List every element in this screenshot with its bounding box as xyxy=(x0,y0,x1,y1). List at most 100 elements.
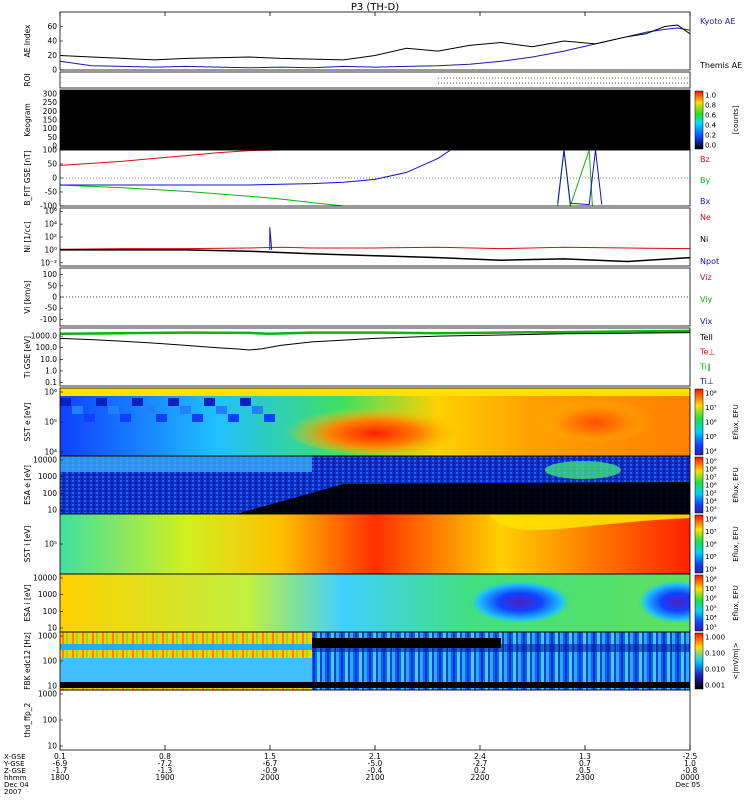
ytick-ae: 20 xyxy=(47,51,57,60)
sst-e-block xyxy=(264,414,275,422)
xtick-z-gse: 0.5 xyxy=(579,766,591,775)
n-ni-line xyxy=(60,249,690,263)
ytick-keogram: 150 xyxy=(43,116,58,125)
esa-e-patch xyxy=(544,461,621,479)
ylabel-ffp: thd_ffp_2 xyxy=(23,702,32,737)
ytick-keogram: 50 xyxy=(47,133,57,142)
ytick-vi: 0 xyxy=(52,293,57,302)
xtick-y-gse: 0.7 xyxy=(579,759,591,768)
xaxis-row-label: Z-GSE xyxy=(4,767,26,775)
colorbar-tick: 1.000 xyxy=(705,634,725,642)
sst-e-block xyxy=(216,406,227,414)
sst-e-block xyxy=(72,406,83,414)
sst-e-block xyxy=(60,398,71,406)
ylabel-sst_i: SST i [eV] xyxy=(23,526,32,563)
colorbar-tick: 10⁴ xyxy=(705,498,717,506)
colorbar-tick: 10³ xyxy=(705,506,717,514)
xtick-z-gse: -0.4 xyxy=(368,766,383,775)
b-bz-line xyxy=(60,150,281,166)
ytick-ni: 10⁰ xyxy=(44,245,57,254)
xtick-time: 1800 xyxy=(50,773,69,782)
sst-e-block xyxy=(180,406,191,414)
ytick-esa_e: 100 xyxy=(43,489,58,498)
colorbar-tick: 0.6 xyxy=(705,112,717,120)
colorbar-tick: 10⁶ xyxy=(705,541,717,549)
ytick-ni: 10⁴ xyxy=(44,220,57,229)
legend-vi: Vix xyxy=(700,317,713,326)
colorbar-keogram xyxy=(694,90,704,150)
xtick-y-gse: -5.0 xyxy=(368,759,383,768)
axis-labels: 1.00.80.60.40.20.0[counts]10⁸10⁷10⁶10⁵10… xyxy=(3,17,742,796)
xtick-x-gse: 0.1 xyxy=(54,752,66,761)
esa-i-hole-1 xyxy=(467,580,572,624)
colorbar-tick: 0.010 xyxy=(705,666,725,674)
xtick-x-gse: 2.4 xyxy=(474,752,486,761)
ytick-bfit: 0 xyxy=(52,174,57,183)
ytick-vi: 50 xyxy=(47,281,57,290)
ytick-ti: 100.0 xyxy=(36,343,58,352)
ytick-ffp: 100 xyxy=(43,716,58,725)
sst-e-block xyxy=(84,414,95,422)
sst-e-block xyxy=(156,414,167,422)
colorbar-label: Eflux, EFU xyxy=(732,585,740,620)
ylabel-bfit: B_FIT GSE [nT] xyxy=(23,150,32,205)
legend-ae: Themis AE xyxy=(699,61,742,70)
sst-e-block xyxy=(132,398,143,406)
xaxis-row-label: X-GSE xyxy=(4,753,26,761)
legend-bfit: By xyxy=(700,176,710,185)
ti-tell-line xyxy=(60,329,690,336)
themis-ae-line xyxy=(60,24,690,61)
year-label: 2007 xyxy=(4,788,22,796)
figure-title: P3 (TH-D) xyxy=(351,2,399,13)
ytick-esa_i: 10000 xyxy=(33,574,57,583)
kyoto-ae-line xyxy=(60,27,690,69)
colorbar-tick: 10⁵ xyxy=(705,433,717,441)
xtick-time: 2100 xyxy=(365,773,384,782)
xtick-time: 2000 xyxy=(260,773,279,782)
ytick-fbk: 10 xyxy=(47,682,57,691)
colorbar-tick: 0.0 xyxy=(705,142,716,150)
fbk-black-band xyxy=(312,638,501,648)
keogram-image xyxy=(60,90,690,150)
ytick-esa_i: 1000 xyxy=(38,590,57,599)
sst-e-block xyxy=(96,398,107,406)
xtick-x-gse: -2.5 xyxy=(683,752,698,761)
sst-i-band xyxy=(488,514,690,531)
ytick-ti: 10.0 xyxy=(40,355,57,364)
ytick-ni: 10⁻² xyxy=(40,258,57,267)
xtick-x-gse: 1.5 xyxy=(264,752,276,761)
legend-ni: Ni xyxy=(700,235,708,244)
b-bx-line xyxy=(60,150,451,186)
xtick-z-gse: -1.3 xyxy=(158,766,173,775)
ytick-vi: 100 xyxy=(43,270,58,279)
colorbar-tick: 10⁵ xyxy=(705,604,717,612)
xtick-y-gse: 1.0 xyxy=(684,759,696,768)
ytick-keogram: 200 xyxy=(43,107,58,116)
xtick-z-gse: -0.9 xyxy=(263,766,278,775)
colorbar-tick: 10⁷ xyxy=(705,474,717,482)
xtick-y-gse: -2.7 xyxy=(473,759,488,768)
date-label-start: Dec 04 xyxy=(4,781,29,789)
sst-e-block xyxy=(108,406,119,414)
ytick-esa_i: 10 xyxy=(47,624,57,633)
ylabel-roi: ROI xyxy=(23,73,32,86)
n-npot-line xyxy=(269,227,273,250)
legend-ti: Ti⊥ xyxy=(699,377,714,386)
sst-e-block xyxy=(252,406,263,414)
sst-e-block xyxy=(204,398,215,406)
ytick-ae: 40 xyxy=(47,37,57,46)
sst-e-block xyxy=(192,414,203,422)
xtick-z-gse: 0.2 xyxy=(474,766,486,775)
xtick-time: 1900 xyxy=(155,773,174,782)
colorbar-tick: 10⁶ xyxy=(705,482,717,490)
colorbar-esa_i xyxy=(694,574,704,632)
colorbar-tick: 0.4 xyxy=(705,122,717,130)
colorbar-tick: 10⁸ xyxy=(705,466,717,474)
colorbar-tick: 10⁸ xyxy=(705,390,717,398)
ylabel-esa_e: ESA e [eV] xyxy=(23,465,32,505)
frame-ti xyxy=(59,327,691,387)
ylabel-keogram: Keogram xyxy=(23,103,32,137)
ylabel-ti: Ti GSE [eV] xyxy=(23,336,32,379)
ylabel-esa_i: ESA i [eV] xyxy=(23,584,32,621)
legend-bfit: Bx xyxy=(700,197,710,206)
